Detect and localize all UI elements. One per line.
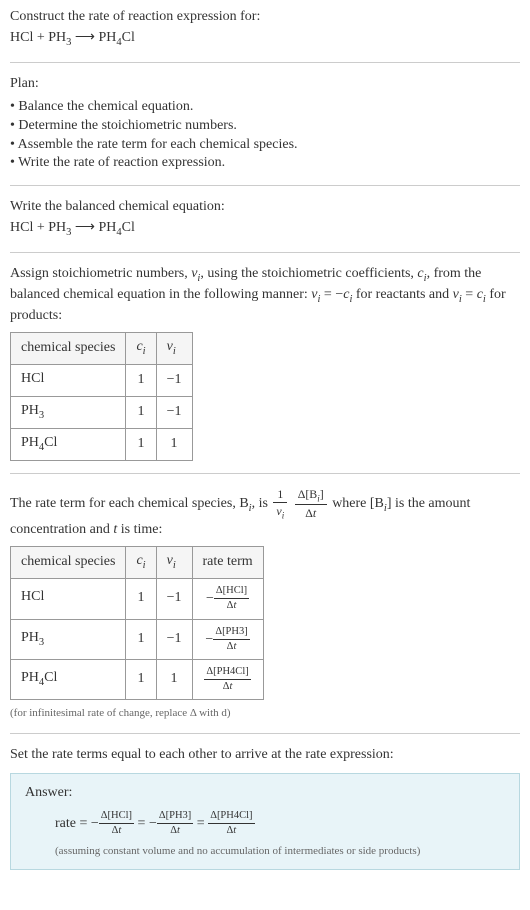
table-row: HCl 1 −1 xyxy=(11,364,193,396)
prompt-text: Construct the rate of reaction expressio… xyxy=(10,8,520,27)
final-section: Set the rate terms equal to each other t… xyxy=(10,746,520,870)
fraction: Δ[PH4Cl]Δt xyxy=(204,665,250,694)
col-species: chemical species xyxy=(11,333,126,365)
fraction: Δ[HCl]Δt xyxy=(214,584,249,613)
plan-item: Determine the stoichiometric numbers. xyxy=(10,117,520,136)
prompt-equation: HCl + PH3 ⟶ PH4Cl xyxy=(10,29,520,50)
table-row: PH3 1 −1 −Δ[PH3]Δt xyxy=(11,619,264,659)
rate-term-section: The rate term for each chemical species,… xyxy=(10,486,520,721)
stoich-intro: Assign stoichiometric numbers, νi, using… xyxy=(10,265,520,326)
table-header-row: chemical species ci νi xyxy=(11,333,193,365)
divider xyxy=(10,733,520,734)
divider xyxy=(10,252,520,253)
table-row: PH4Cl 1 1 Δ[PH4Cl]Δt xyxy=(11,659,264,699)
answer-assumption: (assuming constant volume and no accumul… xyxy=(55,844,505,859)
fraction: Δ[PH4Cl]Δt xyxy=(208,809,254,838)
plan-item: Write the rate of reaction expression. xyxy=(10,154,520,173)
rate-term-note: (for infinitesimal rate of change, repla… xyxy=(10,706,520,721)
answer-equation: rate = −Δ[HCl]Δt = −Δ[PH3]Δt = Δ[PH4Cl]Δ… xyxy=(55,809,505,838)
species-hcl: HCl xyxy=(10,30,33,45)
plan-item: Balance the chemical equation. xyxy=(10,98,520,117)
stoich-section: Assign stoichiometric numbers, νi, using… xyxy=(10,265,520,461)
fraction: 1νi xyxy=(273,486,287,521)
col-c: ci xyxy=(126,333,156,365)
plan-section: Plan: Balance the chemical equation. Det… xyxy=(10,75,520,173)
plan-list: Balance the chemical equation. Determine… xyxy=(10,98,520,174)
fraction: Δ[PH3]Δt xyxy=(213,625,249,654)
table-row: PH4Cl 1 1 xyxy=(11,428,193,460)
divider xyxy=(10,473,520,474)
species-ph4cl: PH4Cl xyxy=(98,30,134,45)
prompt-section: Construct the rate of reaction expressio… xyxy=(10,8,520,50)
rate-term-intro: The rate term for each chemical species,… xyxy=(10,486,520,540)
balanced-title: Write the balanced chemical equation: xyxy=(10,198,520,217)
rate-term-table: chemical species ci νi rate term HCl 1 −… xyxy=(10,546,264,700)
answer-label: Answer: xyxy=(25,784,505,803)
table-row: HCl 1 −1 −Δ[HCl]Δt xyxy=(11,579,264,619)
fraction: Δ[Bi]Δt xyxy=(295,486,327,521)
plan-item: Assemble the rate term for each chemical… xyxy=(10,136,520,155)
table-header-row: chemical species ci νi rate term xyxy=(11,547,264,579)
fraction: Δ[HCl]Δt xyxy=(99,809,134,838)
plan-title: Plan: xyxy=(10,75,520,94)
fraction: Δ[PH3]Δt xyxy=(157,809,193,838)
col-nu: νi xyxy=(156,333,192,365)
table-row: PH3 1 −1 xyxy=(11,396,193,428)
answer-box: Answer: rate = −Δ[HCl]Δt = −Δ[PH3]Δt = Δ… xyxy=(10,773,520,870)
balanced-section: Write the balanced chemical equation: HC… xyxy=(10,198,520,240)
divider xyxy=(10,62,520,63)
divider xyxy=(10,185,520,186)
final-intro: Set the rate terms equal to each other t… xyxy=(10,746,520,765)
stoich-table: chemical species ci νi HCl 1 −1 PH3 1 −1… xyxy=(10,332,193,461)
species-ph3: PH3 xyxy=(48,30,71,45)
balanced-equation: HCl + PH3 ⟶ PH4Cl xyxy=(10,219,520,240)
